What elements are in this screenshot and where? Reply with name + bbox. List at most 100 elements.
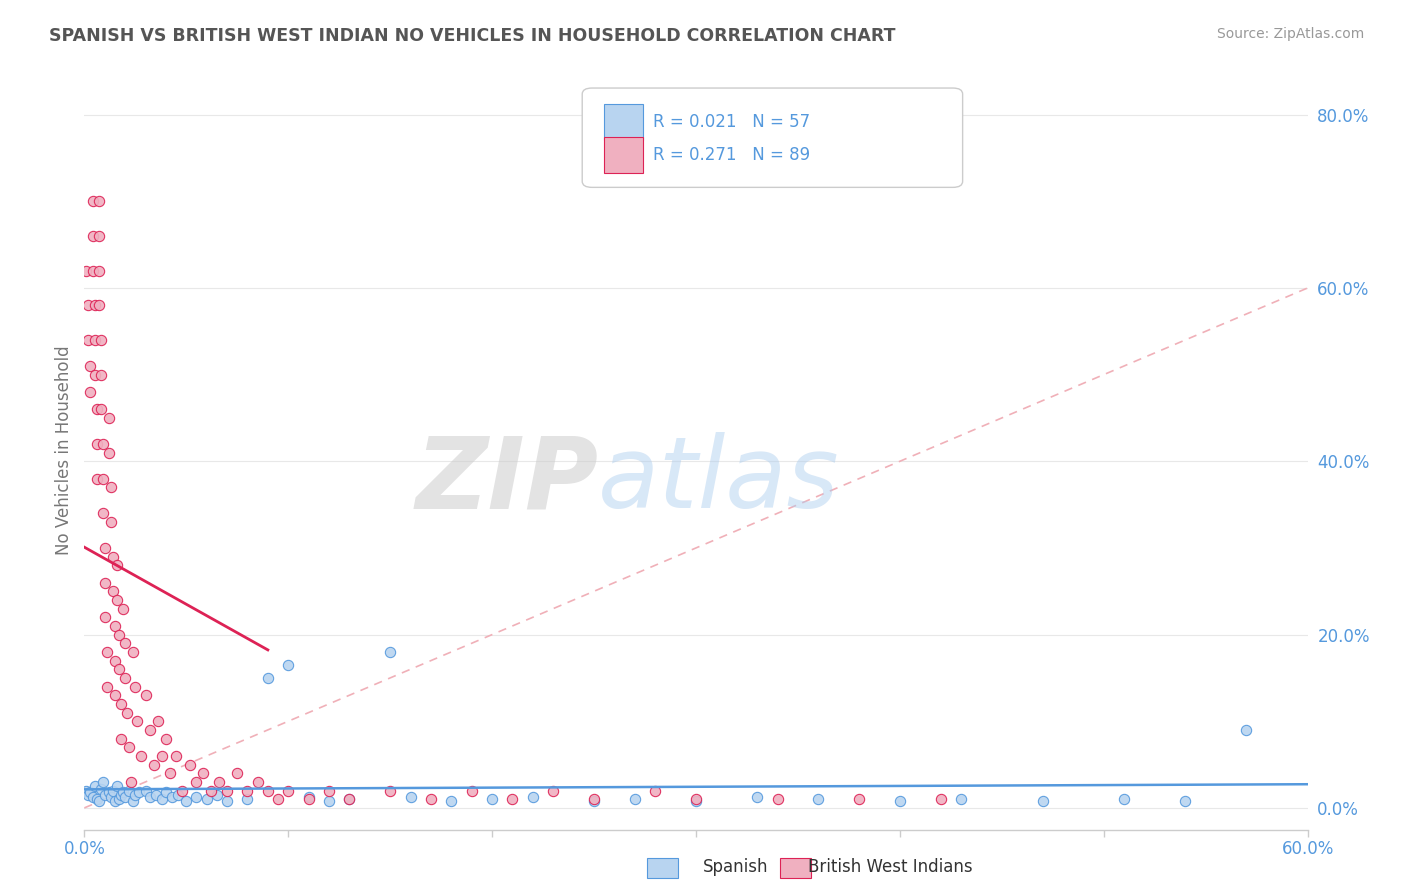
Point [150, 748, 173, 763]
Point [543, 783, 565, 797]
Point [257, 783, 280, 797]
Point [100, 790, 122, 805]
Point [155, 731, 177, 746]
Point [90, 368, 112, 382]
Point [267, 792, 290, 806]
Point [502, 792, 524, 806]
Point [208, 775, 231, 789]
Point [93, 575, 115, 590]
Text: Source: ZipAtlas.com: Source: ZipAtlas.com [1216, 27, 1364, 41]
Point [96, 680, 118, 694]
Point [90, 781, 112, 796]
Point [461, 783, 484, 797]
Text: R = 0.021   N = 57: R = 0.021 N = 57 [654, 113, 810, 131]
Point [138, 723, 160, 737]
Point [257, 671, 280, 685]
Point [79, 359, 101, 373]
Point [122, 794, 145, 808]
Point [124, 788, 146, 802]
Point [766, 792, 789, 806]
Point [82, 229, 104, 244]
Point [96, 645, 118, 659]
Point [83, 298, 105, 312]
Point [685, 794, 707, 808]
Point [131, 748, 153, 763]
Point [90, 402, 112, 417]
Text: SPANISH VS BRITISH WEST INDIAN NO VEHICLES IN HOUSEHOLD CORRELATION CHART: SPANISH VS BRITISH WEST INDIAN NO VEHICL… [49, 27, 896, 45]
Point [318, 794, 340, 808]
Point [91, 775, 114, 789]
Point [87, 298, 110, 312]
Point [179, 757, 201, 772]
Point [339, 792, 361, 806]
Point [142, 757, 165, 772]
Point [399, 790, 422, 805]
Text: Spanish: Spanish [703, 858, 769, 876]
Point [87, 229, 110, 244]
Text: ZIP: ZIP [415, 433, 598, 529]
Text: British West Indians: British West Indians [808, 858, 973, 876]
Point [114, 671, 136, 685]
Text: atlas: atlas [598, 433, 839, 529]
Point [929, 792, 952, 806]
Point [145, 788, 167, 802]
Point [87, 194, 110, 209]
Bar [605, 137, 644, 173]
Point [101, 549, 124, 564]
Point [583, 794, 606, 808]
Point [167, 788, 190, 802]
Point [105, 779, 128, 793]
Point [104, 688, 127, 702]
Point [108, 792, 131, 806]
Point [75, 783, 97, 797]
Point [86, 402, 108, 417]
Point [298, 792, 321, 806]
Point [277, 657, 299, 672]
Text: 60.0%: 60.0% [1281, 840, 1334, 858]
Point [86, 472, 108, 486]
Point [115, 706, 138, 720]
Point [138, 790, 160, 805]
Point [1174, 794, 1197, 808]
Point [172, 783, 194, 797]
Point [83, 779, 105, 793]
Point [127, 714, 149, 729]
Point [146, 714, 169, 729]
Point [86, 792, 108, 806]
Point [112, 785, 135, 799]
Y-axis label: No Vehicles in Household: No Vehicles in Household [55, 345, 73, 556]
Point [122, 645, 145, 659]
Point [420, 792, 443, 806]
Point [77, 333, 100, 347]
Point [114, 790, 136, 805]
Point [160, 790, 183, 805]
Point [159, 766, 181, 780]
Point [90, 333, 112, 347]
Point [135, 688, 157, 702]
Point [82, 194, 104, 209]
Point [93, 788, 115, 802]
Point [135, 783, 157, 797]
Point [91, 472, 114, 486]
Point [150, 792, 173, 806]
Point [108, 662, 131, 676]
Bar [780, 858, 811, 878]
Point [91, 437, 114, 451]
Point [77, 298, 100, 312]
Point [685, 792, 707, 806]
Point [105, 558, 128, 573]
Point [186, 790, 208, 805]
Point [236, 792, 259, 806]
Point [86, 437, 108, 451]
Point [128, 785, 150, 799]
Point [87, 794, 110, 808]
Point [100, 480, 122, 494]
Point [118, 740, 141, 755]
Point [186, 775, 208, 789]
Point [807, 792, 830, 806]
Point [583, 792, 606, 806]
Point [110, 697, 132, 711]
Point [83, 368, 105, 382]
Point [75, 263, 97, 277]
Point [101, 783, 124, 797]
